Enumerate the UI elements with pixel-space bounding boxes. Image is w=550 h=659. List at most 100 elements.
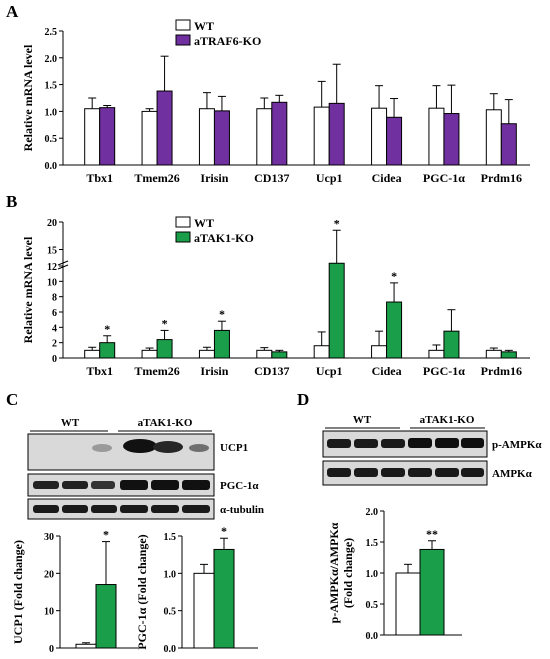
y-tick-label: 1.0 (164, 569, 177, 580)
bar (141, 349, 158, 359)
band-ucp1-ko2 (153, 441, 183, 453)
y-tick-label: 30 (44, 532, 54, 543)
bar (271, 101, 288, 166)
band-tub-5 (151, 505, 179, 513)
y-tick-label: 2.0 (45, 54, 58, 65)
bar (256, 108, 273, 166)
chart-c-pgc1a: 0.0 0.5 1.0 1.5 PGC-1α (Fold change) * (135, 524, 258, 655)
y-tick-label: 0.5 (366, 600, 379, 611)
y-axis-label: Relative mRNA level (21, 236, 35, 343)
legend-swatch-wt (175, 19, 191, 31)
y-axis-label: p-AMPKα/AMPKα(Fold change) (327, 522, 355, 623)
bar-ko (95, 584, 117, 649)
legend-label-ko: aTAK1-KO (194, 231, 254, 245)
bar-ko (213, 548, 235, 649)
bar (256, 349, 273, 359)
x-tick-label: Ucp1 (316, 171, 343, 185)
bar (386, 301, 403, 359)
bar (428, 107, 445, 166)
blot-c-row-pgc: PGC-1α (220, 480, 259, 492)
bar (371, 107, 388, 166)
band-pampk-2 (354, 439, 378, 448)
bar (156, 90, 173, 166)
band-pgc-4 (120, 480, 148, 490)
y-tick-label: 6 (52, 308, 57, 319)
band-pampk-6 (461, 438, 484, 448)
bar (428, 349, 445, 359)
y-axis-label: UCP1 (Fold change) (11, 540, 25, 644)
y-tick-label: 0.5 (164, 607, 177, 618)
bar (485, 109, 502, 166)
y-tick-label: 20 (44, 569, 54, 580)
bar (313, 106, 330, 166)
y-tick-label: 20 (47, 218, 57, 229)
y-tick-label: 0.0 (164, 644, 177, 655)
x-tick-label: PGC-1α (423, 364, 465, 378)
blot-c-ucp1-membrane (27, 433, 215, 471)
y-tick-label: 2.5 (45, 27, 58, 38)
band-ampk-6 (461, 468, 484, 477)
y-tick-label: 12 (47, 262, 57, 273)
band-ucp1-wt3 (92, 444, 112, 452)
y-tick-label: 8 (52, 293, 57, 304)
y-tick-label: 1.5 (45, 81, 58, 92)
band-pgc-6 (182, 480, 210, 490)
bar (500, 123, 517, 166)
y-tick-label: 0.0 (45, 161, 58, 172)
significance-mark: * (221, 524, 227, 538)
y-tick-label: 1.0 (366, 569, 379, 580)
y-axis-label: PGC-1α (Fold change) (135, 534, 149, 649)
x-tick-label: Tmem26 (134, 364, 179, 378)
bar (313, 345, 330, 359)
bar (386, 116, 403, 166)
x-tick-label: Cidea (372, 364, 402, 378)
chart-a: 0.0 0.5 1.0 1.5 2.0 2.5 Relative mRNA level Tbx… (21, 19, 530, 185)
blot-c-row-tubulin: α-tubulin (220, 504, 264, 516)
significance-mark: * (391, 269, 397, 283)
y-tick-label: 10 (44, 607, 54, 618)
x-tick-label: Cidea (372, 171, 402, 185)
band-pgc-3 (91, 481, 115, 489)
bar (271, 351, 288, 359)
band-ampk-1 (327, 468, 351, 477)
x-tick-label: Prdm16 (481, 171, 522, 185)
y-tick-label: 0 (52, 354, 57, 365)
x-tick-label: Ucp1 (316, 364, 343, 378)
band-pampk-1 (327, 439, 351, 448)
bar (99, 107, 116, 166)
x-tick-label: CD137 (254, 364, 289, 378)
y-tick-label: 1.0 (45, 107, 58, 118)
bar (156, 339, 173, 359)
legend-label-wt: WT (194, 19, 214, 33)
significance-mark: * (162, 316, 168, 330)
band-ampk-4 (408, 468, 432, 477)
y-tick-label: 0 (49, 644, 54, 655)
bar (328, 102, 345, 166)
band-ampk-3 (381, 468, 405, 477)
legend-label-wt: WT (194, 216, 214, 230)
band-pampk-3 (381, 439, 405, 448)
y-tick-label: 1.5 (366, 538, 379, 549)
axis-break-mark (57, 264, 69, 270)
band-ampk-5 (435, 468, 459, 477)
bar (485, 349, 502, 359)
band-pgc-5 (151, 480, 179, 490)
bar (84, 108, 101, 166)
y-axis-label: Relative mRNA level (21, 44, 35, 151)
band-tub-2 (62, 505, 88, 513)
band-ucp1-ko3 (189, 444, 209, 452)
bar (141, 110, 158, 166)
bar-wt (395, 572, 421, 636)
panel-label-a: A (6, 2, 19, 21)
western-blot-c: WT aTAK1-KO UCP1 PGC-1α α-tubulin (27, 417, 264, 520)
chart-c-ucp1: 0 10 20 30 UCP1 (Fold change) * (11, 528, 138, 655)
legend-swatch-ko (175, 34, 191, 46)
bar (213, 329, 230, 359)
bar (500, 351, 517, 359)
y-tick-label: 2 (52, 339, 57, 350)
panel-label-b: B (6, 192, 17, 211)
band-ucp1-ko1 (123, 439, 157, 453)
y-tick-label: 10 (47, 277, 57, 288)
significance-mark: * (334, 216, 340, 230)
